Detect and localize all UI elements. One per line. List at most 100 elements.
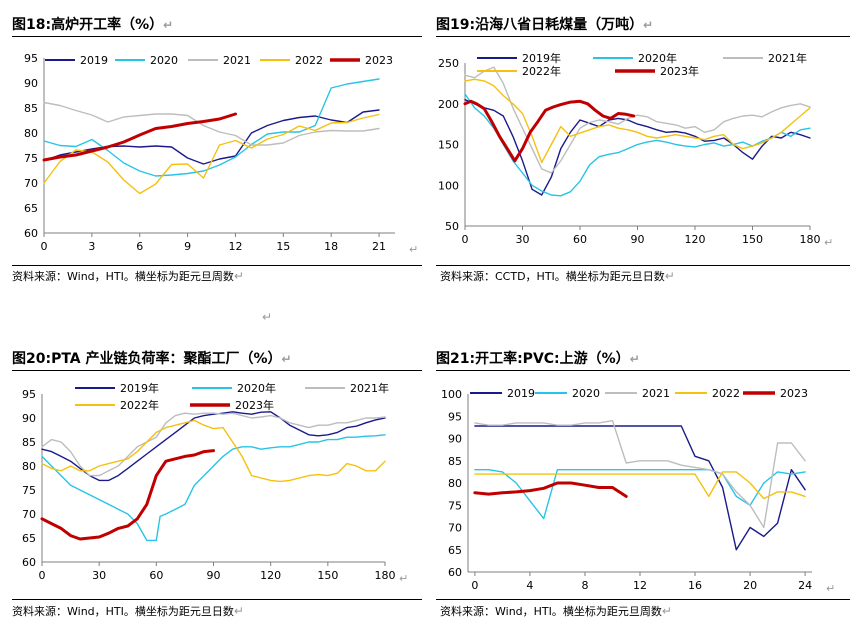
x-tick-label: 18 [324, 240, 338, 253]
y-tick-label: 85 [448, 455, 462, 468]
legend-label-2021: 2021 [642, 387, 670, 400]
y-tick-label: 75 [22, 484, 36, 497]
y-tick-label: 90 [24, 77, 38, 90]
x-tick-label: 90 [207, 569, 221, 582]
series-line-2021 [474, 420, 806, 529]
x-tick-label: 4 [526, 579, 533, 592]
y-tick-label: 80 [448, 477, 462, 490]
legend-label-2019年: 2019年 [522, 51, 561, 65]
line-chart-21: 60 65 70 75 80 85 90 95 100 0 4 8 12 16 20 24 2019 2020 20… [441, 387, 835, 595]
series-line-2023年 [463, 99, 636, 163]
y-tick-label: 60 [24, 227, 38, 240]
x-tick-label: 0 [471, 579, 478, 592]
x-tick-label: 120 [260, 569, 281, 582]
legend-label-2020年: 2020年 [638, 51, 677, 65]
y-tick-label: 75 [24, 152, 38, 165]
source-rule [12, 599, 422, 600]
y-tick-label: 100 [441, 388, 462, 401]
x-tick-label: 0 [462, 233, 469, 246]
series-line-2019年 [464, 99, 811, 196]
source-note-18: 资料来源：Wind，HTI。横坐标为距元旦周数↵ [12, 269, 244, 283]
x-tick-label: 180 [375, 569, 396, 582]
x-tick-label: 24 [798, 579, 812, 592]
series-line-2022年 [41, 419, 386, 483]
x-tick-label: 15 [276, 240, 290, 253]
chart-title-19: 图19:沿海八省日耗煤量（万吨）↵ [436, 17, 654, 33]
line-chart-19: 50 100 150 200 250 0 30 60 90 120 150 180 2019年 2020年… [438, 51, 833, 249]
title-rule [436, 370, 850, 371]
series-line-2020 [474, 468, 806, 520]
paragraph-mark: ↵ [399, 572, 408, 585]
x-tick-label: 0 [41, 240, 48, 253]
chart-title-20: 图20:PTA 产业链负荷率：聚酯工厂（%）↵ [12, 351, 292, 367]
y-tick-label: 65 [448, 544, 462, 557]
y-tick-label: 85 [24, 102, 38, 115]
x-tick-label: 180 [800, 233, 821, 246]
legend-label-2022: 2022 [712, 387, 740, 400]
legend-label-2021年: 2021年 [350, 381, 389, 395]
x-tick-label: 60 [149, 569, 163, 582]
y-tick-label: 90 [22, 412, 36, 425]
x-tick-label: 3 [88, 240, 95, 253]
legend-label-2020: 2020 [572, 387, 600, 400]
series-line-2022年 [464, 78, 811, 164]
y-tick-label: 80 [22, 460, 36, 473]
legend-label-2023年: 2023年 [235, 398, 274, 412]
paragraph-mark: ↵ [409, 243, 418, 256]
series-line-2023年 [40, 449, 215, 541]
legend-label-2019年: 2019年 [120, 381, 159, 395]
y-tick-label: 65 [24, 202, 38, 215]
legend-label-2020: 2020 [150, 54, 178, 67]
series-line-2019 [474, 425, 806, 551]
y-tick-label: 250 [438, 57, 459, 70]
legend-label-2021: 2021 [223, 54, 251, 67]
y-tick-label: 70 [24, 177, 38, 190]
source-note-20: 资料来源：Wind，HTI。横坐标为距元旦日数↵ [12, 604, 244, 618]
paragraph-mark: ↵ [826, 582, 835, 595]
x-tick-label: 21 [372, 240, 386, 253]
paragraph-mark: ↵ [824, 236, 833, 249]
y-tick-label: 65 [22, 532, 36, 545]
series-line-2019年 [41, 411, 386, 482]
x-tick-label: 30 [92, 569, 106, 582]
legend-label-2022年: 2022年 [522, 64, 561, 78]
series-line-2023 [473, 481, 628, 498]
line-chart-18: 60 65 70 75 80 85 90 95 0 3 6 9 12 15 18 21 2019 2020 2021… [24, 52, 418, 256]
series-line-2021年 [41, 412, 386, 477]
y-tick-label: 70 [448, 522, 462, 535]
y-tick-label: 95 [24, 52, 38, 65]
title-rule [12, 370, 422, 371]
y-tick-label: 95 [22, 388, 36, 401]
y-tick-label: 90 [448, 433, 462, 446]
series-line-2020年 [41, 434, 386, 542]
chart-title-18: 图18:高炉开工率（%）↵ [12, 17, 174, 33]
legend-label-2022年: 2022年 [120, 398, 159, 412]
x-tick-label: 60 [573, 233, 587, 246]
x-tick-label: 30 [516, 233, 530, 246]
y-tick-label: 75 [448, 499, 462, 512]
x-tick-label: 150 [742, 233, 763, 246]
legend-label-2021年: 2021年 [768, 51, 807, 65]
series-line-2019 [43, 109, 380, 165]
y-tick-label: 80 [24, 127, 38, 140]
x-tick-label: 20 [743, 579, 757, 592]
legend-label-2020年: 2020年 [237, 381, 276, 395]
series-line-2021年 [464, 66, 811, 174]
line-chart-20: 60 65 70 75 80 85 90 95 0 30 60 90 120 150 180 2019年 202… [22, 381, 408, 585]
x-tick-label: 16 [688, 579, 702, 592]
source-rule [12, 265, 422, 266]
y-tick-label: 60 [22, 556, 36, 569]
legend-label-2023: 2023 [365, 54, 393, 67]
legend-label-2019: 2019 [80, 54, 108, 67]
source-rule [436, 599, 850, 600]
paragraph-mark: ↵ [262, 310, 273, 324]
series-line-2023 [42, 112, 237, 162]
title-rule [12, 36, 422, 37]
series-line-2021 [43, 101, 380, 146]
source-note-21: 资料来源：Wind，HTI。横坐标为距元旦周数↵ [440, 604, 672, 618]
legend-label-2023年: 2023年 [660, 64, 699, 78]
x-tick-label: 90 [631, 233, 645, 246]
series-line-2022 [43, 113, 380, 195]
series-line-2020 [43, 78, 380, 177]
y-tick-label: 85 [22, 436, 36, 449]
